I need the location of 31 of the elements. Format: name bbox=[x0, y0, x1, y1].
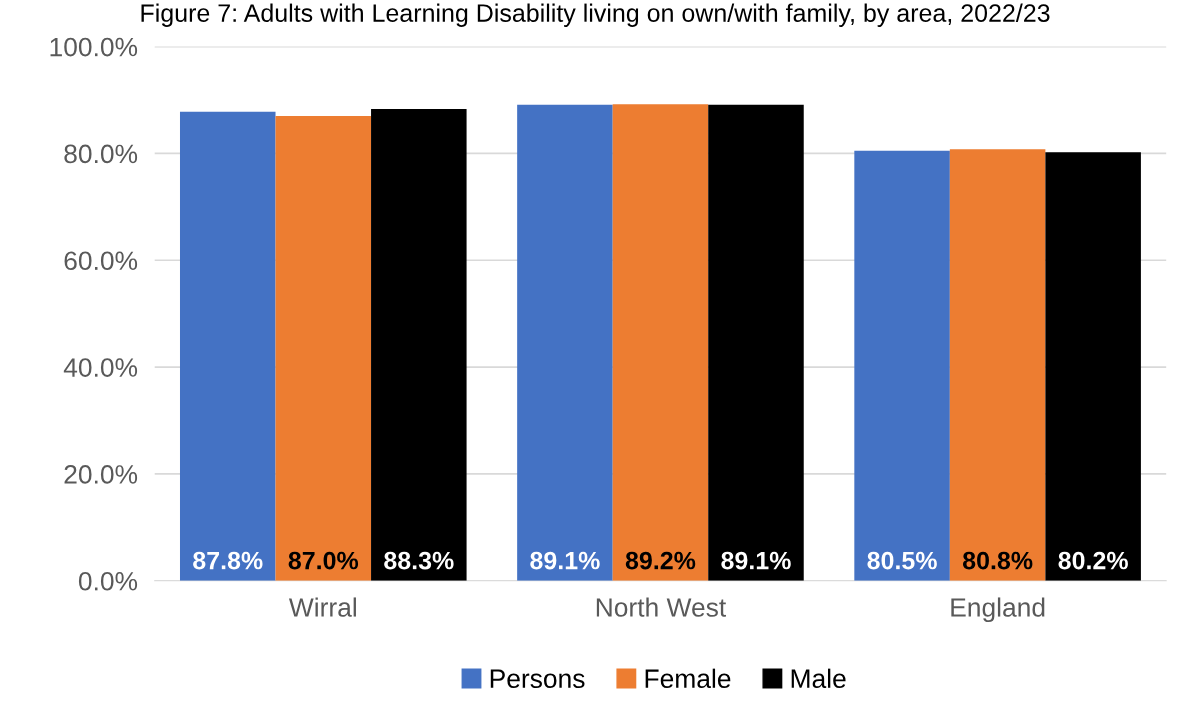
x-tick-label: North West bbox=[596, 597, 727, 617]
data-label: 80.2% bbox=[1058, 551, 1128, 570]
legend-label: Female bbox=[645, 668, 731, 689]
y-tick-label: 60.0% bbox=[64, 251, 138, 271]
y-tick-label: 20.0% bbox=[64, 465, 138, 484]
bar bbox=[854, 150, 950, 581]
chart-title: Figure 7: Adults with Learning Disability living on own/with family, by area, 2022/23 bbox=[141, 3, 1050, 27]
bar bbox=[179, 111, 276, 581]
bar bbox=[517, 104, 613, 581]
data-label: 80.8% bbox=[962, 551, 1033, 570]
y-tick-label: 100.0% bbox=[50, 37, 138, 57]
y-tick-label: 80.0% bbox=[64, 144, 138, 164]
data-label: 89.2% bbox=[625, 551, 696, 570]
bar bbox=[949, 149, 1046, 581]
y-tick-label: 40.0% bbox=[63, 358, 138, 377]
bar bbox=[275, 116, 372, 581]
data-label: 87.8% bbox=[193, 551, 263, 570]
bar bbox=[612, 104, 709, 581]
legend-label: Male bbox=[791, 668, 846, 689]
data-label: 80.5% bbox=[867, 551, 937, 570]
x-tick-label: England bbox=[951, 597, 1045, 623]
data-label: 89.1% bbox=[530, 551, 600, 570]
bar bbox=[1045, 152, 1141, 581]
data-label: 87.0% bbox=[288, 551, 359, 570]
x-tick-label: Wirral bbox=[288, 597, 356, 617]
y-tick-label: 0.0% bbox=[78, 571, 138, 591]
data-label: 89.1% bbox=[721, 551, 791, 570]
bar bbox=[708, 104, 804, 581]
legend-label: Persons bbox=[490, 669, 585, 689]
bar bbox=[371, 109, 467, 581]
data-label: 88.3% bbox=[384, 551, 454, 570]
